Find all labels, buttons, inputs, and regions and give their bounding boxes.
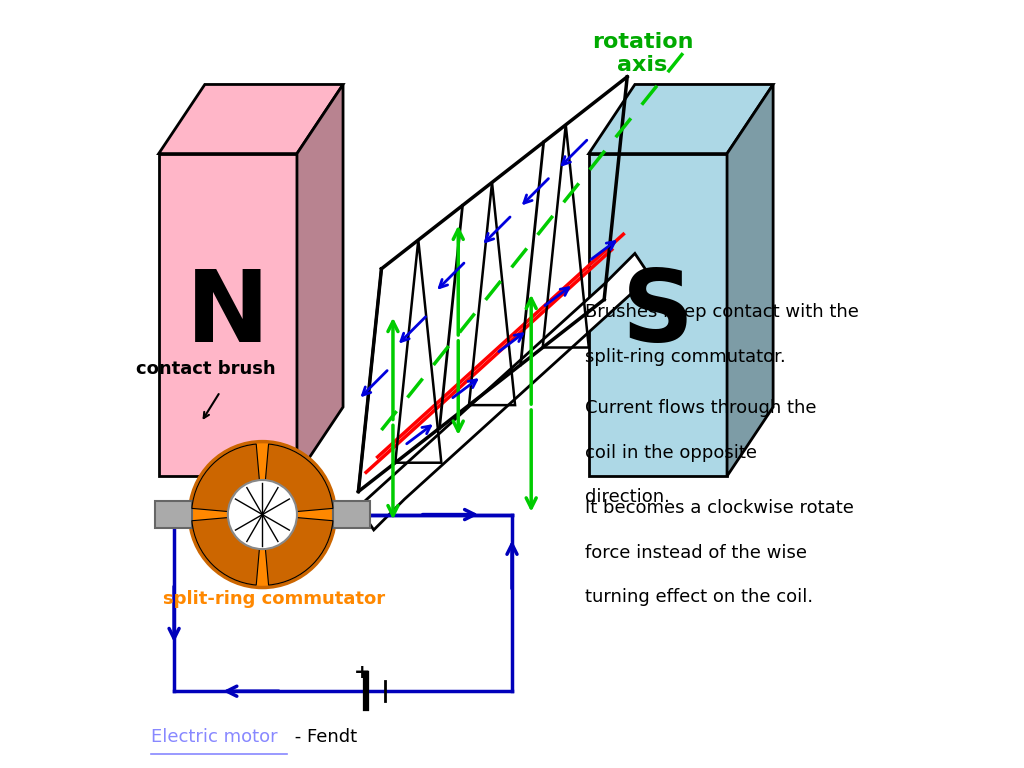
Circle shape	[227, 480, 297, 549]
Text: split-ring commutator: split-ring commutator	[163, 590, 385, 608]
Wedge shape	[265, 517, 333, 585]
Text: turning effect on the coil.: turning effect on the coil.	[585, 588, 813, 606]
Text: coil in the opposite: coil in the opposite	[585, 444, 757, 462]
Polygon shape	[159, 84, 343, 154]
Polygon shape	[333, 501, 370, 528]
Wedge shape	[191, 444, 260, 512]
Circle shape	[189, 442, 336, 588]
Text: N: N	[186, 266, 269, 363]
Polygon shape	[358, 253, 650, 530]
Text: contact brush: contact brush	[135, 359, 275, 378]
Polygon shape	[159, 154, 297, 476]
Wedge shape	[265, 444, 333, 512]
Text: split-ring commutator.: split-ring commutator.	[585, 348, 785, 366]
Text: Electric motor: Electric motor	[152, 728, 278, 746]
Text: Current flows through the: Current flows through the	[585, 399, 816, 417]
Text: Brushes keep contact with the: Brushes keep contact with the	[585, 303, 859, 321]
Polygon shape	[589, 84, 773, 154]
Polygon shape	[297, 84, 343, 476]
Text: direction.: direction.	[585, 488, 670, 506]
Polygon shape	[155, 501, 191, 528]
Text: It becomes a clockwise rotate: It becomes a clockwise rotate	[585, 499, 854, 517]
Text: - Fendt: - Fendt	[289, 728, 357, 746]
Text: +: +	[354, 663, 371, 681]
Text: rotation
axis: rotation axis	[592, 32, 693, 75]
Wedge shape	[191, 517, 260, 585]
Text: force instead of the wise: force instead of the wise	[585, 544, 807, 561]
Polygon shape	[727, 84, 773, 476]
Text: S: S	[622, 266, 694, 363]
Polygon shape	[589, 154, 727, 476]
